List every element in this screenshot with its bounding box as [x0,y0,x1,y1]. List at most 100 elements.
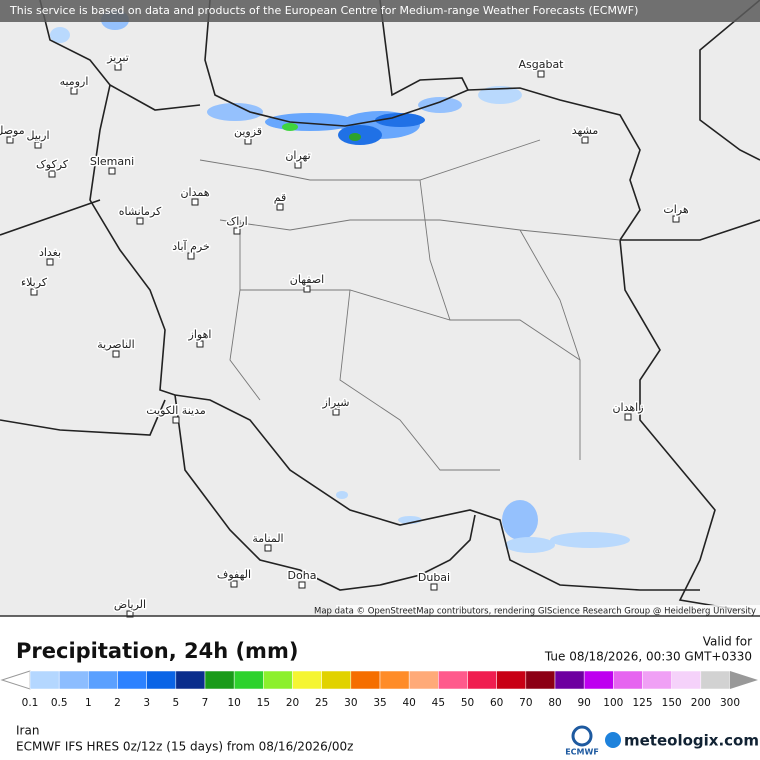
city-label: شيراز [322,396,350,409]
city-marker [244,137,252,145]
scale-tick-label: 10 [227,697,240,709]
scale-swatch [700,670,731,690]
scale-tick-label: 80 [548,697,561,709]
scale-arrow-low [0,670,31,690]
scale-swatch [642,670,672,690]
city-marker [70,87,78,95]
city-label: Doha [288,569,317,582]
city-marker [276,203,284,211]
city-marker [294,161,302,169]
legend-title: Precipitation, 24h (mm) [16,639,298,663]
valid-time: Tue 08/18/2026, 00:30 GMT+0330 [544,650,752,664]
scale-tick-label: 35 [373,697,386,709]
city-label: بغداد [39,246,61,259]
banner-bg [0,0,760,22]
city-marker [48,170,56,178]
city-marker [303,285,311,293]
scale-swatch [117,670,147,690]
scale-swatch [29,670,60,690]
city-marker [34,141,42,149]
cities: تبریز ارومیه موصلاربیل کرکوک Slemani قزوین تهر… [0,50,690,618]
city-label: الناصرية [97,338,134,351]
city-label: مدينة الكويت [146,404,206,417]
province-borders [199,139,621,471]
country-borders [0,0,760,611]
ecmwf-brand: ECMWF [565,748,599,757]
city-marker [126,610,134,618]
scale-swatch [321,670,352,690]
scale-tick-label: 1 [85,697,92,709]
city-label: اربیل [26,129,49,142]
city-marker [332,408,340,416]
scale-swatch [554,670,585,690]
city-label: مشهد [572,124,599,137]
city-marker [624,413,632,421]
scale-tick-label: 2 [114,697,121,709]
city-label: اصفهان [290,273,324,286]
scale-tick-label: 20 [286,697,299,709]
scale-swatch [671,670,702,690]
city-marker [581,136,589,144]
meteologix-logo [605,732,621,748]
scale-swatch [263,670,293,690]
city-label: قزوین [234,125,262,138]
city-marker [6,136,14,144]
city-marker [136,217,144,225]
city-label: Dubai [418,571,450,584]
valid-label: Valid for [703,635,752,649]
city-marker [430,583,438,591]
scale-swatch [233,670,264,690]
city-marker [46,258,54,266]
scale-tick-label: 150 [662,697,682,709]
city-label: کرمانشاه [119,205,162,218]
city-marker [672,215,680,223]
map-background [0,0,760,616]
city-marker [264,544,272,552]
city-marker [112,350,120,358]
ecmwf-logo [571,725,593,747]
scale-swatch [146,670,177,690]
scale-swatch [88,670,118,690]
city-label: همدان [180,186,209,199]
scale-swatch [613,670,643,690]
city-marker [537,70,545,78]
city-label: خرم آباد [172,239,210,253]
city-marker [187,252,195,260]
scale-tick-label: 70 [519,697,532,709]
attribution-bg [336,605,760,616]
scale-tick-label: 7 [202,697,209,709]
scale-tick-label: 125 [632,697,652,709]
city-marker [298,581,306,589]
scale-swatch [379,670,410,690]
scale-swatch [525,670,556,690]
scale-tick-label: 3 [143,697,150,709]
scale-tick-label: 0.5 [51,697,68,709]
scale-swatch [467,670,497,690]
scale-swatch [350,670,381,690]
scale-swatch [583,670,614,690]
scale-swatch [408,670,439,690]
city-label: تبریز [106,51,129,64]
scale-swatch [204,670,235,690]
city-label: زاهدان [612,401,643,414]
city-marker [114,63,122,71]
scale-swatch [292,670,322,690]
scale-tick-label: 100 [603,697,623,709]
city-marker [230,580,238,588]
city-label: موصل [0,124,25,137]
scale-arrow-high [730,671,758,689]
city-label: اهواز [188,328,212,341]
meteologix-brand: meteologix.com [624,732,759,750]
city-label: کرکوک [36,158,69,171]
scale-swatch [438,670,468,690]
city-label: الرياض [114,598,146,611]
city-marker [172,416,180,424]
scale-swatch [175,670,206,690]
city-label: تهران [285,149,310,162]
city-marker [108,167,116,175]
region: Iran [16,724,39,738]
city-label: Slemani [90,155,134,168]
scale-tick-label: 15 [257,697,270,709]
scale-tick-label: 90 [577,697,590,709]
